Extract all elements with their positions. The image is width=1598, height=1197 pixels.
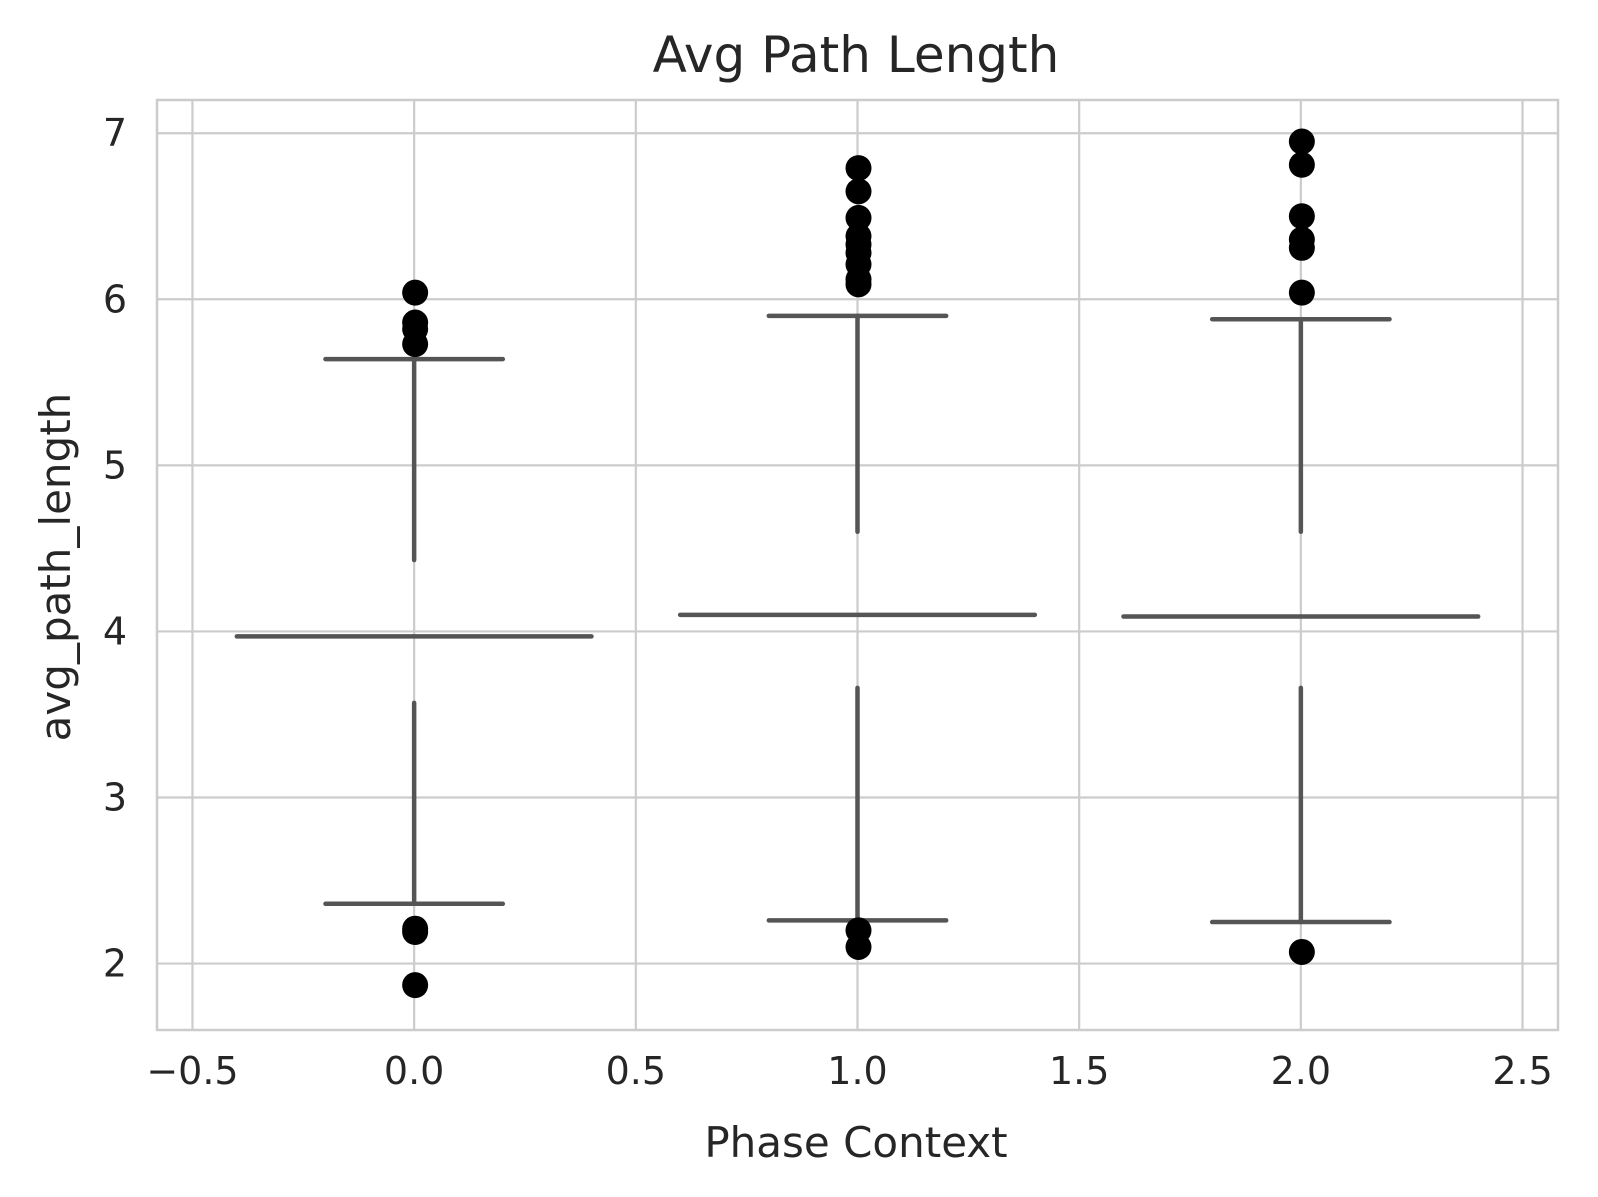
outlier-point bbox=[402, 331, 429, 358]
y-tick-label: 6 bbox=[103, 277, 127, 321]
x-tick-label: 0.0 bbox=[384, 1049, 444, 1093]
x-axis-title: Phase Context bbox=[704, 1118, 1007, 1167]
x-tick-label: 0.5 bbox=[606, 1049, 666, 1093]
outlier-point bbox=[402, 919, 429, 946]
tick-labels: −0.5 0.0 0.5 1.0 1.5 2.0 2.5 2 3 4 5 6 7 bbox=[103, 111, 1553, 1093]
chart-title: Avg Path Length bbox=[653, 26, 1060, 84]
y-tick-label: 7 bbox=[103, 111, 127, 155]
y-tick-label: 4 bbox=[103, 609, 127, 653]
outlier-point bbox=[402, 972, 429, 999]
box-elements bbox=[234, 313, 1481, 925]
outlier-point bbox=[1288, 938, 1315, 965]
outlier-point bbox=[845, 178, 872, 205]
outlier-point bbox=[402, 279, 429, 306]
y-tick-label: 3 bbox=[103, 776, 127, 820]
outlier-point bbox=[1288, 151, 1315, 178]
outlier-point bbox=[845, 271, 872, 298]
x-tick-label: −0.5 bbox=[146, 1049, 238, 1093]
outlier-points bbox=[402, 128, 1315, 999]
outlier-point bbox=[1288, 203, 1315, 230]
outlier-point bbox=[845, 155, 872, 182]
y-axis-title: avg_path_length bbox=[31, 393, 80, 742]
plot-frame bbox=[155, 98, 1560, 1032]
outlier-point bbox=[1288, 279, 1315, 306]
x-tick-label: 2.5 bbox=[1492, 1049, 1552, 1093]
y-tick-label: 5 bbox=[103, 443, 127, 487]
y-tick-label: 2 bbox=[103, 942, 127, 986]
outlier-point bbox=[1288, 234, 1315, 261]
x-tick-label: 1.0 bbox=[827, 1049, 887, 1093]
x-tick-label: 1.5 bbox=[1049, 1049, 1109, 1093]
x-tick-label: 2.0 bbox=[1271, 1049, 1331, 1093]
outlier-point bbox=[845, 204, 872, 231]
outlier-point bbox=[845, 933, 872, 960]
outlier-point bbox=[1288, 128, 1315, 155]
